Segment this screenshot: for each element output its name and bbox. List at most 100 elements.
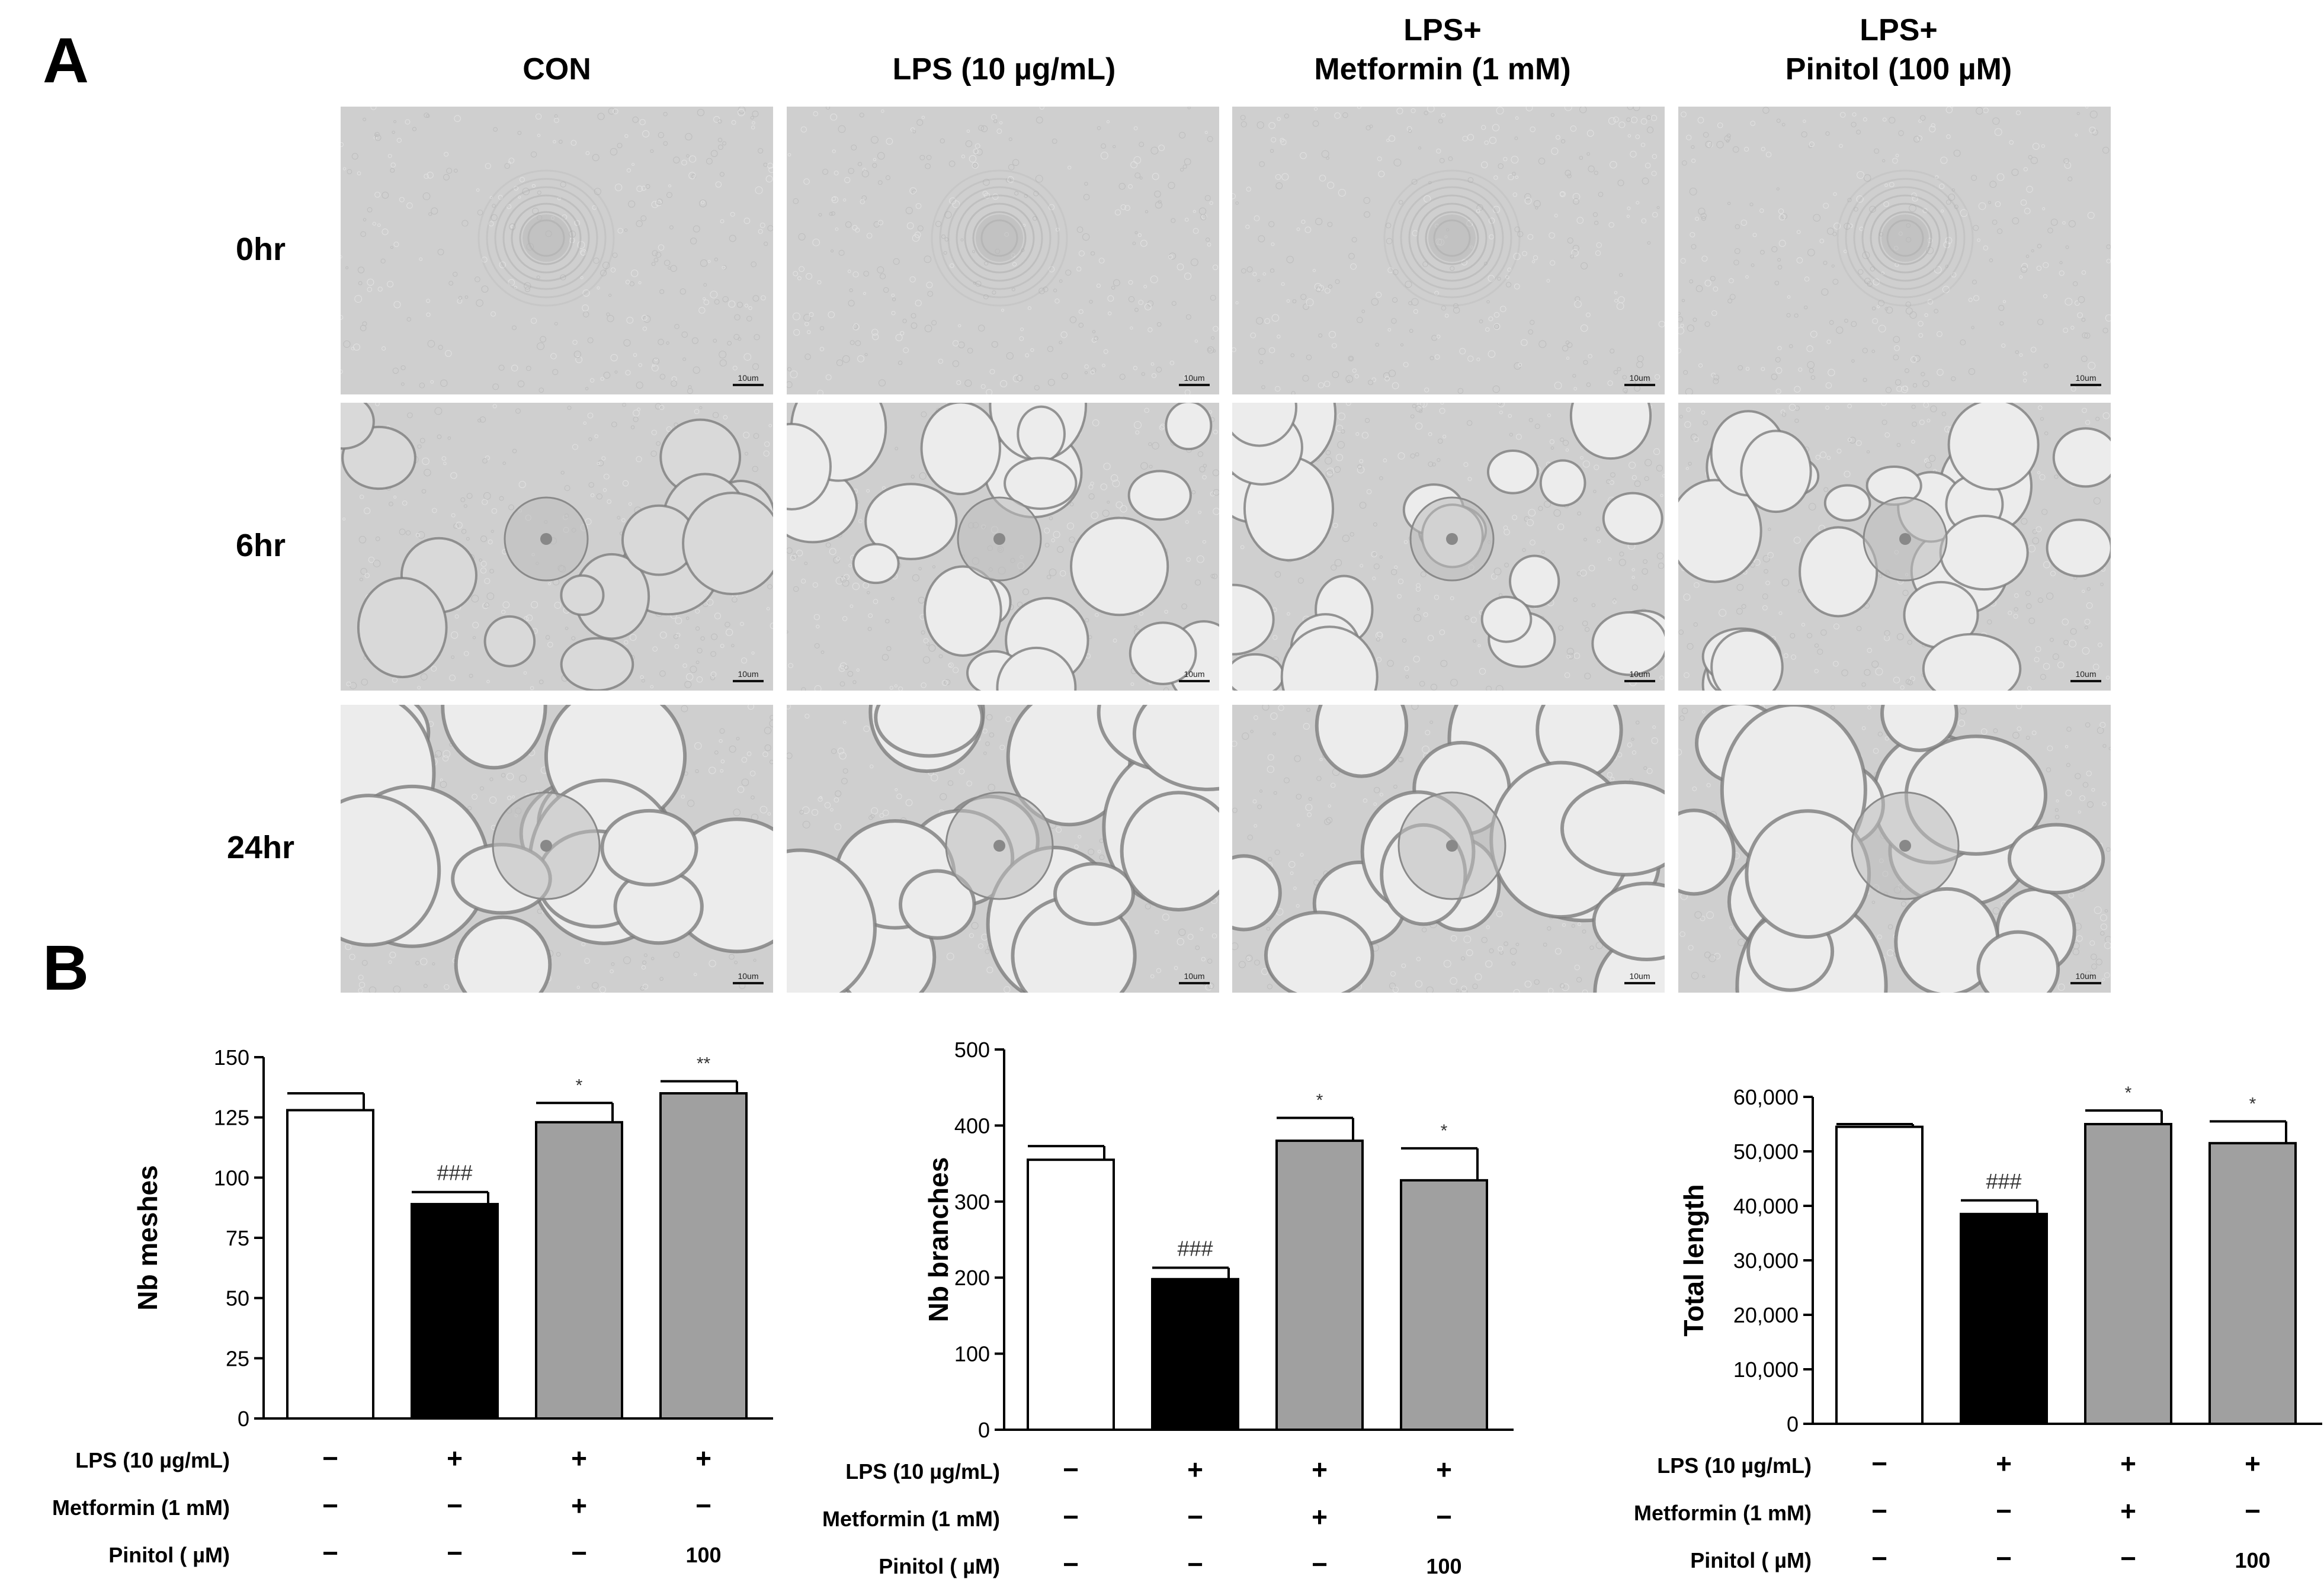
significance-label: * [2125,1083,2132,1103]
scale-bar: 10um [733,972,764,984]
micrograph-24hr-con: 10um [341,705,773,993]
scale-bar: 10um [2070,972,2101,984]
scale-bar-label: 10um [738,373,759,383]
micrograph-image [787,107,1219,394]
micrograph-24hr-lps: 10um [787,705,1219,993]
scale-bar-label: 10um [1184,373,1205,383]
bar [2208,1142,2297,1425]
scale-bar: 10um [2070,670,2101,682]
y-tick-label: 40,000 [1733,1194,1799,1218]
treatment-value: − [1871,1543,1887,1574]
scale-bar-label: 10um [1184,669,1205,679]
y-tick-label: 0 [238,1407,249,1431]
significance-label: * [2249,1094,2256,1113]
micrograph-0hr-lps: 10um [787,107,1219,394]
y-tick-label: 75 [226,1226,249,1250]
bar [1835,1125,1924,1425]
column-header-pinitol: LPS+ Pinitol (100 µM) [1682,11,2115,89]
micrograph-image [1678,705,2111,993]
y-axis-label: Nb meshes [132,1165,163,1310]
treatment-value: − [2120,1543,2136,1574]
scale-bar-line [2070,680,2101,682]
significance-label: ** [697,1054,711,1074]
chart-total-length-svg: 0 10,000 20,000 30,000 40,000 50,000 60,000 Tot… [1634,1083,2322,1574]
micrograph-image [1678,403,2111,691]
y-tick-label: 10,000 [1733,1357,1799,1382]
treatment-value: 100 [1426,1554,1461,1578]
micrograph-24hr-metformin: 10um [1232,705,1665,993]
y-tick-label: 20,000 [1733,1303,1799,1327]
scale-bar: 10um [733,374,764,386]
row-label-6hr: 6hr [235,528,286,563]
treatment-value: − [322,1490,338,1521]
column-header-line2: Pinitol (100 µM) [1785,52,2012,86]
bar [1960,1212,2048,1425]
scale-bar-label: 10um [2075,669,2097,679]
scale-bar-line [1624,680,1655,682]
chart-nb-meshes: 0 25 50 75 100 125 150 Nb meshes ### * ** LPS (10 µ… [0,1031,773,1587]
micrograph-image [787,403,1219,691]
treatment-row-label: Pinitol ( µM) [879,1554,1000,1578]
chart-total-length: 0 10,000 20,000 30,000 40,000 50,000 60,000 Tot… [1558,1031,2322,1587]
treatment-value: + [1996,1448,2012,1479]
scale-bar: 10um [1179,972,1210,984]
bar [1275,1140,1364,1431]
treatment-value: + [571,1490,587,1521]
micrograph-6hr-metformin: 10um [1232,403,1665,691]
significance-label: * [1316,1091,1323,1110]
column-header-lps: LPS (10 µg/mL) [788,11,1220,89]
scale-bar: 10um [2070,374,2101,386]
y-tick-label: 25 [226,1346,249,1370]
treatment-row-label: Pinitol ( µM) [108,1543,230,1567]
column-header-line1: LPS+ [1403,13,1482,47]
bar [2084,1123,2172,1425]
bar [535,1121,623,1420]
significance-label: ### [1177,1237,1213,1261]
y-tick-label: 0 [1787,1412,1799,1436]
significance-label: * [1441,1121,1448,1141]
micrograph-0hr-metformin: 10um [1232,107,1665,394]
scale-bar-line [1179,680,1210,682]
bar [1400,1179,1488,1431]
scale-bar-label: 10um [1184,971,1205,981]
scale-bar-label: 10um [2075,373,2097,383]
column-header-line2: LPS (10 µg/mL) [892,52,1116,86]
treatment-value: + [2120,1495,2136,1526]
y-tick-label: 30,000 [1733,1248,1799,1273]
y-tick-label: 50,000 [1733,1140,1799,1164]
row-label-24hr: 24hr [226,830,295,865]
panel-b-label: B [43,932,89,1003]
y-tick-label: 150 [214,1045,249,1070]
micrograph-6hr-pinitol: 10um [1678,403,2111,691]
y-tick-label: 500 [954,1038,990,1062]
treatment-value: + [1312,1501,1328,1532]
scale-bar: 10um [1179,374,1210,386]
treatment-value: − [1063,1454,1079,1485]
scale-bar: 10um [1624,972,1655,984]
treatment-value: + [695,1443,711,1474]
micrograph-image [1678,107,2111,394]
treatment-value: − [695,1490,711,1521]
y-axis-label: Total length [1678,1184,1709,1336]
micrograph-0hr-con: 10um [341,107,773,394]
treatment-row-label: LPS (10 µg/mL) [1657,1453,1812,1478]
treatment-value: − [1436,1501,1452,1532]
treatment-value: + [2120,1448,2136,1479]
column-header-metformin: LPS+ Metformin (1 mM) [1226,11,1659,89]
treatment-row-label: Pinitol ( µM) [1690,1548,1812,1572]
scale-bar: 10um [1179,670,1210,682]
y-tick-label: 200 [954,1266,990,1290]
micrograph-24hr-pinitol: 10um [1678,705,2111,993]
column-header-line1 [341,11,773,50]
micrograph-image [1232,705,1665,993]
treatment-value: − [1187,1501,1203,1532]
bar [411,1203,499,1420]
micrograph-image [787,705,1219,993]
treatment-value: 100 [2235,1548,2270,1572]
y-axis-label: Nb branches [923,1157,954,1323]
scale-bar-line [733,384,764,386]
treatment-row-label: Metformin (1 mM) [1634,1501,1812,1525]
treatment-value: − [2245,1495,2261,1526]
panel-a-label: A [43,24,89,96]
